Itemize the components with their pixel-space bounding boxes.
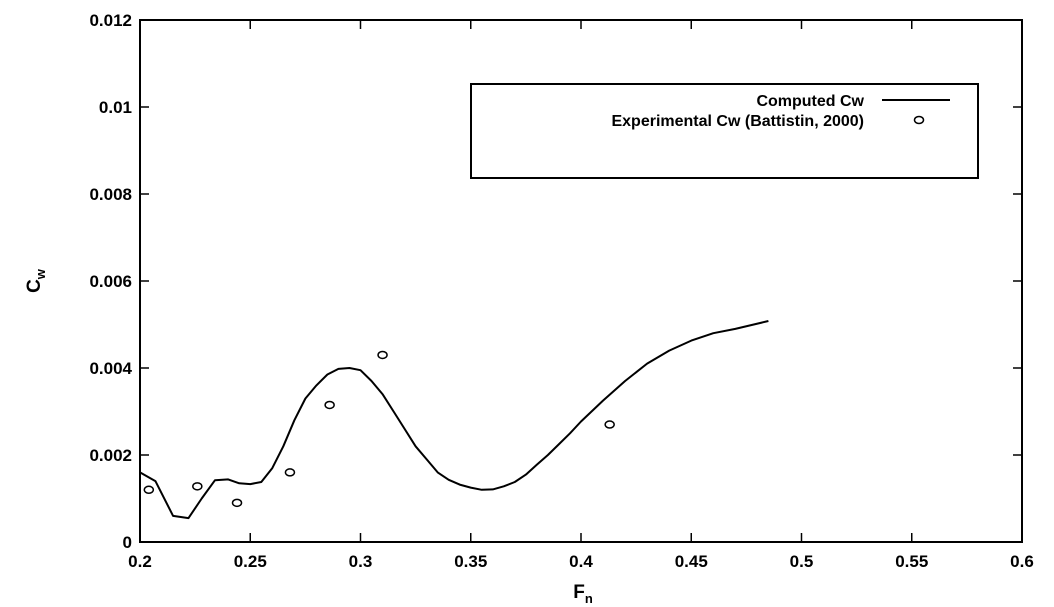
legend-box bbox=[470, 83, 979, 179]
legend-label-computed: Computed Cw bbox=[756, 93, 864, 110]
experimental-point bbox=[143, 485, 155, 495]
experimental-point bbox=[324, 400, 335, 410]
experimental-point bbox=[231, 498, 243, 508]
legend-marker-experimental bbox=[913, 115, 925, 125]
x-axis-label: Fn bbox=[573, 582, 593, 606]
x-tick-label: 0.3 bbox=[349, 552, 373, 571]
legend-label-experimental: Experimental Cw (Battistin, 2000) bbox=[611, 113, 864, 130]
x-tick-label: 0.25 bbox=[234, 552, 267, 571]
experimental-point bbox=[604, 420, 615, 429]
x-tick-label: 0.55 bbox=[895, 552, 928, 571]
y-tick-label: 0.01 bbox=[99, 98, 132, 117]
experimental-point bbox=[284, 468, 296, 477]
x-tick-label: 0.4 bbox=[569, 552, 593, 571]
y-tick-label: 0.008 bbox=[89, 185, 132, 204]
y-axis-label-subscript: w bbox=[33, 268, 48, 280]
axis-ticks: 0.2 0.25 0.3 0.35 0.4 0.45 0.5 0.55 0.6 0 0.002 0.0… bbox=[89, 11, 1033, 571]
x-tick-label: 0.35 bbox=[454, 552, 487, 571]
x-tick-label: 0.45 bbox=[675, 552, 708, 571]
y-axis-label: Cw bbox=[24, 268, 48, 293]
y-tick-label: 0.012 bbox=[89, 11, 132, 30]
y-tick-label: 0 bbox=[123, 533, 132, 552]
experimental-point bbox=[377, 350, 388, 360]
y-tick-label: 0.002 bbox=[89, 446, 132, 465]
legend: Computed Cw Experimental Cw (Battistin, … bbox=[470, 83, 979, 179]
y-tick-label: 0.004 bbox=[89, 359, 132, 378]
series-layer bbox=[139, 320, 769, 520]
series-line-computed bbox=[139, 320, 769, 520]
x-tick-label: 0.6 bbox=[1010, 552, 1034, 571]
experimental-point bbox=[192, 482, 203, 491]
x-tick-label: 0.2 bbox=[128, 552, 152, 571]
x-axis-label-subscript: n bbox=[585, 591, 593, 606]
x-tick-label: 0.5 bbox=[790, 552, 814, 571]
y-tick-label: 0.006 bbox=[89, 272, 132, 291]
